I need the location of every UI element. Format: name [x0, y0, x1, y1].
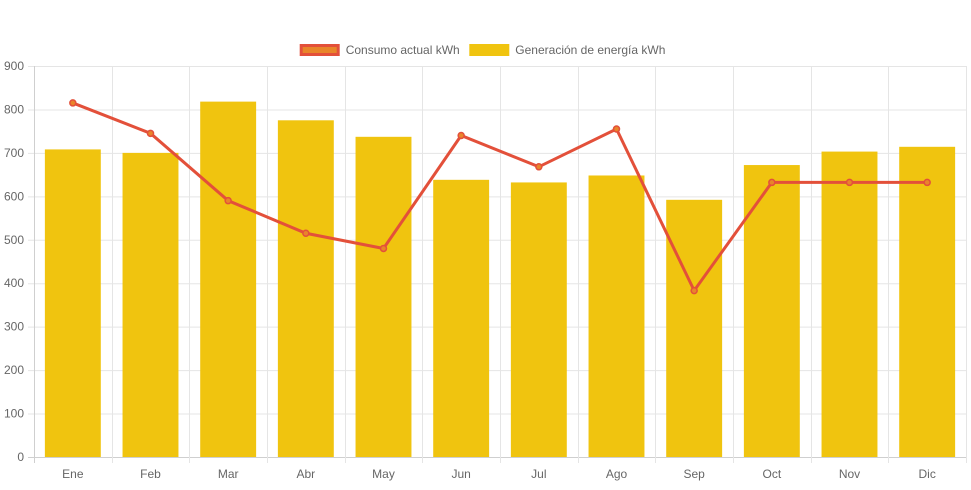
- point-consumo[interactable]: [535, 163, 543, 171]
- point-consumo[interactable]: [612, 125, 621, 133]
- bar-generacion[interactable]: [510, 182, 567, 458]
- x-tick-label: Nov: [839, 467, 860, 481]
- y-tick-label: 100: [4, 407, 24, 421]
- point-consumo[interactable]: [457, 131, 465, 140]
- x-tick-label: Feb: [140, 467, 161, 481]
- bar-series: [44, 101, 956, 458]
- x-tick-label: Sep: [683, 467, 705, 481]
- x-tick-label: Ene: [62, 467, 84, 481]
- y-tick-label: 600: [4, 189, 24, 203]
- point-consumo[interactable]: [923, 178, 931, 187]
- bar-generacion[interactable]: [355, 136, 412, 457]
- point-consumo[interactable]: [690, 286, 698, 295]
- x-tick-label: May: [372, 467, 395, 481]
- point-consumo[interactable]: [302, 229, 310, 238]
- legend-label: Consumo actual kWh: [346, 43, 460, 57]
- bar-generacion[interactable]: [588, 175, 645, 458]
- y-tick-label: 0: [17, 450, 24, 464]
- y-tick-label: 400: [4, 276, 24, 290]
- x-tick-label: Jul: [531, 467, 546, 481]
- point-consumo[interactable]: [845, 178, 854, 187]
- bar-generacion[interactable]: [433, 179, 490, 457]
- x-tick-label: Ago: [606, 467, 628, 481]
- legend-item[interactable]: Generación de energía kWh: [469, 43, 665, 57]
- x-tick-label: Dic: [918, 467, 935, 481]
- bar-generacion[interactable]: [666, 199, 723, 457]
- line-consumo[interactable]: [72, 101, 928, 294]
- x-tick-label: Oct: [762, 467, 781, 481]
- y-tick-label: 300: [4, 320, 24, 334]
- y-tick-label: 200: [4, 363, 24, 377]
- point-consumo[interactable]: [69, 99, 77, 107]
- legend-label: Generación de energía kWh: [515, 43, 665, 57]
- bar-generacion[interactable]: [44, 149, 101, 457]
- point-consumo[interactable]: [224, 196, 232, 205]
- x-tick-label: Abr: [296, 467, 315, 481]
- x-tick-label: Mar: [218, 467, 239, 481]
- bar-generacion[interactable]: [899, 146, 956, 457]
- axes: 0 100 200 300 400 500 600 700 800 900 Ene Feb Mar Abr…: [4, 59, 936, 481]
- bar-generacion[interactable]: [743, 165, 800, 457]
- bar-generacion[interactable]: [277, 120, 334, 458]
- y-tick-label: 800: [4, 102, 24, 116]
- point-consumo[interactable]: [768, 178, 776, 187]
- point-consumo[interactable]: [379, 244, 388, 253]
- bar-generacion[interactable]: [200, 101, 257, 457]
- y-tick-label: 900: [4, 59, 24, 73]
- line-series: [69, 99, 931, 295]
- y-tick-label: 500: [4, 233, 24, 247]
- grid: [28, 66, 967, 463]
- x-tick-label: Jun: [451, 467, 470, 481]
- legend-item[interactable]: Consumo actual kWh: [299, 43, 460, 57]
- y-tick-label: 700: [4, 146, 24, 160]
- legend-swatch: [469, 44, 510, 56]
- legend[interactable]: Consumo actual kWh Generación de energía …: [299, 43, 665, 57]
- point-consumo[interactable]: [146, 129, 155, 138]
- bar-generacion[interactable]: [821, 151, 878, 457]
- bar-generacion[interactable]: [122, 152, 179, 457]
- legend-swatch: [299, 44, 340, 56]
